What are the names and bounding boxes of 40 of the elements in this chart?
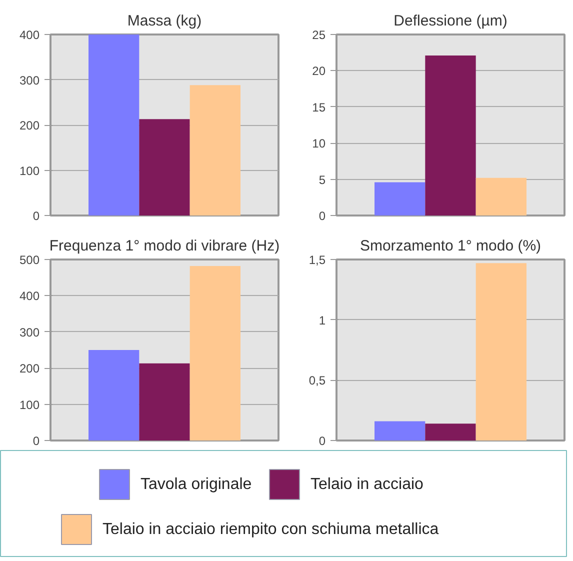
legend-label: Telaio in acciaio riempito con schiuma metallica — [102, 521, 439, 538]
y-tick-label: 200 — [19, 362, 40, 376]
chart-title: Deflessione (µm) — [394, 12, 508, 30]
y-tick-label: 400 — [19, 28, 40, 42]
y-tick-label: 0 — [32, 209, 40, 223]
bar — [139, 119, 190, 216]
y-tick-label: 0 — [318, 434, 326, 448]
bar — [425, 55, 476, 216]
bar — [139, 363, 190, 440]
chart-title: Massa (kg) — [127, 12, 202, 30]
y-tick-label: 15 — [312, 100, 326, 114]
y-tick-label: 1,5 — [308, 253, 326, 267]
y-tick-label: 100 — [19, 398, 40, 412]
bar — [476, 263, 526, 440]
bar — [88, 34, 140, 216]
legend-label: Telaio in acciaio — [310, 476, 424, 493]
y-tick-label: 400 — [19, 289, 40, 304]
y-tick-label: 25 — [312, 28, 326, 42]
legend-label: Tavola originale — [140, 476, 252, 493]
y-tick-label: 200 — [19, 118, 40, 132]
chart-title: Smorzamento 1° modo (%) — [360, 238, 542, 254]
y-tick-label: 300 — [19, 73, 40, 88]
y-tick-label: 100 — [19, 164, 40, 178]
chart-title: Frequenza 1° modo di vibrare (Hz) — [49, 238, 280, 254]
bar — [425, 424, 476, 440]
y-tick-label: 0 — [318, 209, 326, 223]
y-tick-label: 0 — [32, 434, 40, 448]
y-tick-label: 0,5 — [308, 374, 326, 388]
bar — [374, 182, 426, 216]
y-tick-label: 300 — [19, 325, 40, 340]
bar — [374, 421, 426, 440]
y-tick-label: 5 — [318, 172, 326, 187]
bar — [476, 178, 526, 216]
y-tick-label: 500 — [19, 253, 40, 267]
y-tick-label: 10 — [312, 136, 326, 151]
bar — [190, 85, 240, 216]
bar — [88, 350, 140, 440]
y-tick-label: 1 — [318, 313, 326, 328]
bar — [190, 266, 240, 440]
y-tick-label: 20 — [312, 64, 326, 78]
